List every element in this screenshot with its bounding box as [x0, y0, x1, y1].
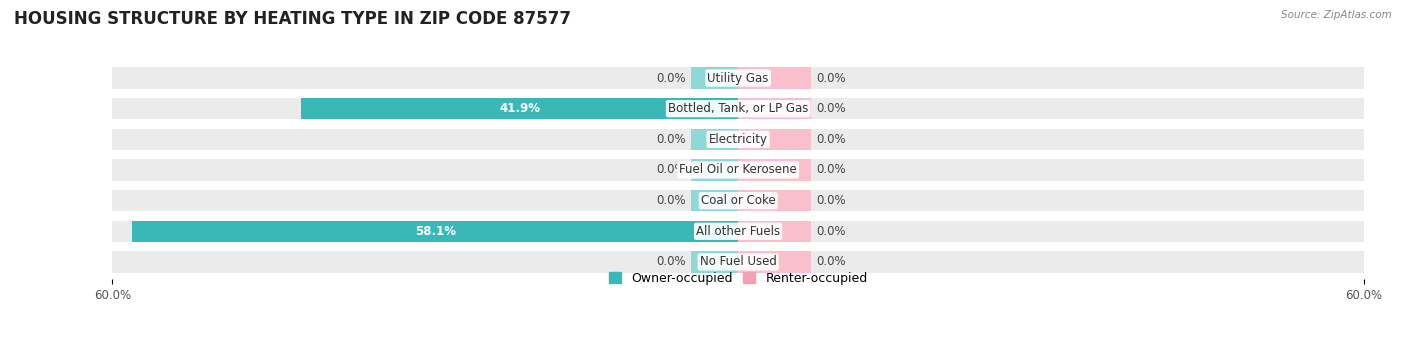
- Text: 0.0%: 0.0%: [817, 133, 846, 146]
- Bar: [112, 190, 1364, 211]
- Bar: [738, 221, 811, 242]
- Bar: [112, 251, 1364, 273]
- Text: All other Fuels: All other Fuels: [696, 225, 780, 238]
- Text: 0.0%: 0.0%: [657, 164, 686, 176]
- Text: Source: ZipAtlas.com: Source: ZipAtlas.com: [1281, 10, 1392, 20]
- Bar: [112, 159, 1364, 181]
- Text: Utility Gas: Utility Gas: [707, 71, 769, 85]
- Text: 0.0%: 0.0%: [657, 255, 686, 269]
- Text: 41.9%: 41.9%: [499, 102, 540, 115]
- Text: Electricity: Electricity: [709, 133, 768, 146]
- Bar: [738, 67, 811, 89]
- Text: No Fuel Used: No Fuel Used: [700, 255, 776, 269]
- Text: 0.0%: 0.0%: [657, 133, 686, 146]
- Text: HOUSING STRUCTURE BY HEATING TYPE IN ZIP CODE 87577: HOUSING STRUCTURE BY HEATING TYPE IN ZIP…: [14, 10, 571, 28]
- Text: 0.0%: 0.0%: [817, 71, 846, 85]
- Bar: [132, 221, 738, 242]
- Bar: [738, 129, 811, 150]
- Text: Bottled, Tank, or LP Gas: Bottled, Tank, or LP Gas: [668, 102, 808, 115]
- Bar: [112, 221, 1364, 242]
- Bar: [112, 98, 1364, 119]
- Bar: [112, 129, 1364, 150]
- Text: 0.0%: 0.0%: [817, 164, 846, 176]
- Bar: [112, 67, 1364, 89]
- Bar: [692, 129, 738, 150]
- Text: 0.0%: 0.0%: [817, 194, 846, 207]
- Bar: [301, 98, 738, 119]
- Text: 0.0%: 0.0%: [657, 194, 686, 207]
- Text: 0.0%: 0.0%: [817, 255, 846, 269]
- Text: 58.1%: 58.1%: [415, 225, 456, 238]
- Text: 0.0%: 0.0%: [817, 225, 846, 238]
- Bar: [738, 98, 811, 119]
- Bar: [738, 159, 811, 181]
- Bar: [692, 67, 738, 89]
- Bar: [738, 190, 811, 211]
- Bar: [692, 251, 738, 273]
- Text: 0.0%: 0.0%: [817, 102, 846, 115]
- Text: 0.0%: 0.0%: [657, 71, 686, 85]
- Text: Coal or Coke: Coal or Coke: [700, 194, 776, 207]
- Bar: [692, 190, 738, 211]
- Legend: Owner-occupied, Renter-occupied: Owner-occupied, Renter-occupied: [603, 267, 873, 290]
- Text: Fuel Oil or Kerosene: Fuel Oil or Kerosene: [679, 164, 797, 176]
- Bar: [692, 159, 738, 181]
- Bar: [738, 251, 811, 273]
